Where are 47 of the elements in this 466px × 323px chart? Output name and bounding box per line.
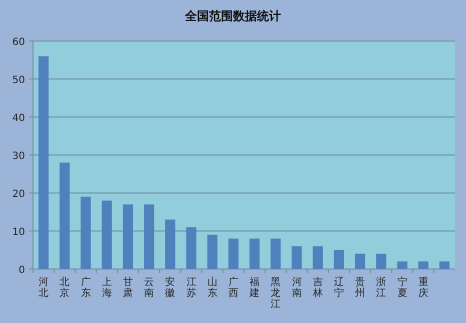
bar bbox=[102, 200, 112, 269]
y-tick-label: 50 bbox=[12, 75, 25, 86]
bar bbox=[249, 238, 260, 269]
bar bbox=[60, 162, 70, 269]
y-tick-label: 40 bbox=[12, 113, 25, 124]
x-tick-label: 北京 bbox=[60, 276, 70, 299]
x-tick-label: 重庆 bbox=[418, 276, 428, 299]
bar bbox=[228, 238, 239, 269]
x-tick-label: 广西 bbox=[228, 276, 238, 299]
x-tick-label: 广东 bbox=[80, 276, 91, 299]
y-tick-label: 20 bbox=[12, 189, 25, 200]
bar bbox=[38, 56, 49, 269]
x-tick-label: 浙江 bbox=[376, 276, 386, 299]
x-tick-label: 安徽 bbox=[165, 276, 176, 299]
x-tick-label: 上海 bbox=[102, 276, 112, 299]
bar bbox=[270, 238, 281, 269]
y-tick-label: 10 bbox=[12, 227, 25, 238]
x-tick-label: 辽宁 bbox=[334, 276, 344, 299]
y-tick-label: 0 bbox=[18, 265, 25, 276]
bar bbox=[439, 261, 450, 269]
bar bbox=[186, 227, 196, 269]
bar bbox=[334, 250, 344, 269]
bar bbox=[418, 261, 428, 269]
bar bbox=[207, 234, 218, 269]
bar bbox=[312, 246, 323, 269]
bar bbox=[144, 204, 154, 269]
x-tick-label: 甘肃 bbox=[122, 276, 133, 299]
bar bbox=[122, 204, 134, 269]
x-tick-label: 江苏 bbox=[186, 276, 196, 299]
x-tick-label: 云南 bbox=[144, 277, 154, 299]
x-tick-label: 河北 bbox=[38, 276, 49, 299]
bar bbox=[80, 196, 91, 269]
x-tick-label: 贵州 bbox=[355, 276, 366, 299]
x-tick-label: 吉林 bbox=[312, 276, 323, 299]
x-tick-label: 宁夏 bbox=[397, 276, 408, 299]
bar bbox=[376, 254, 386, 269]
bar bbox=[165, 220, 176, 269]
x-tick-label: 福建 bbox=[248, 276, 260, 299]
bar bbox=[354, 254, 366, 269]
x-tick-label: 山东 bbox=[207, 276, 218, 299]
x-tick-label: 黑龙江 bbox=[270, 277, 281, 310]
bar bbox=[292, 246, 302, 269]
y-tick-label: 30 bbox=[12, 151, 25, 162]
chart-title: 全国范围数据统计 bbox=[184, 9, 281, 23]
bar bbox=[397, 261, 408, 269]
y-tick-label: 60 bbox=[12, 37, 25, 48]
x-tick-label: 河南 bbox=[292, 276, 302, 299]
